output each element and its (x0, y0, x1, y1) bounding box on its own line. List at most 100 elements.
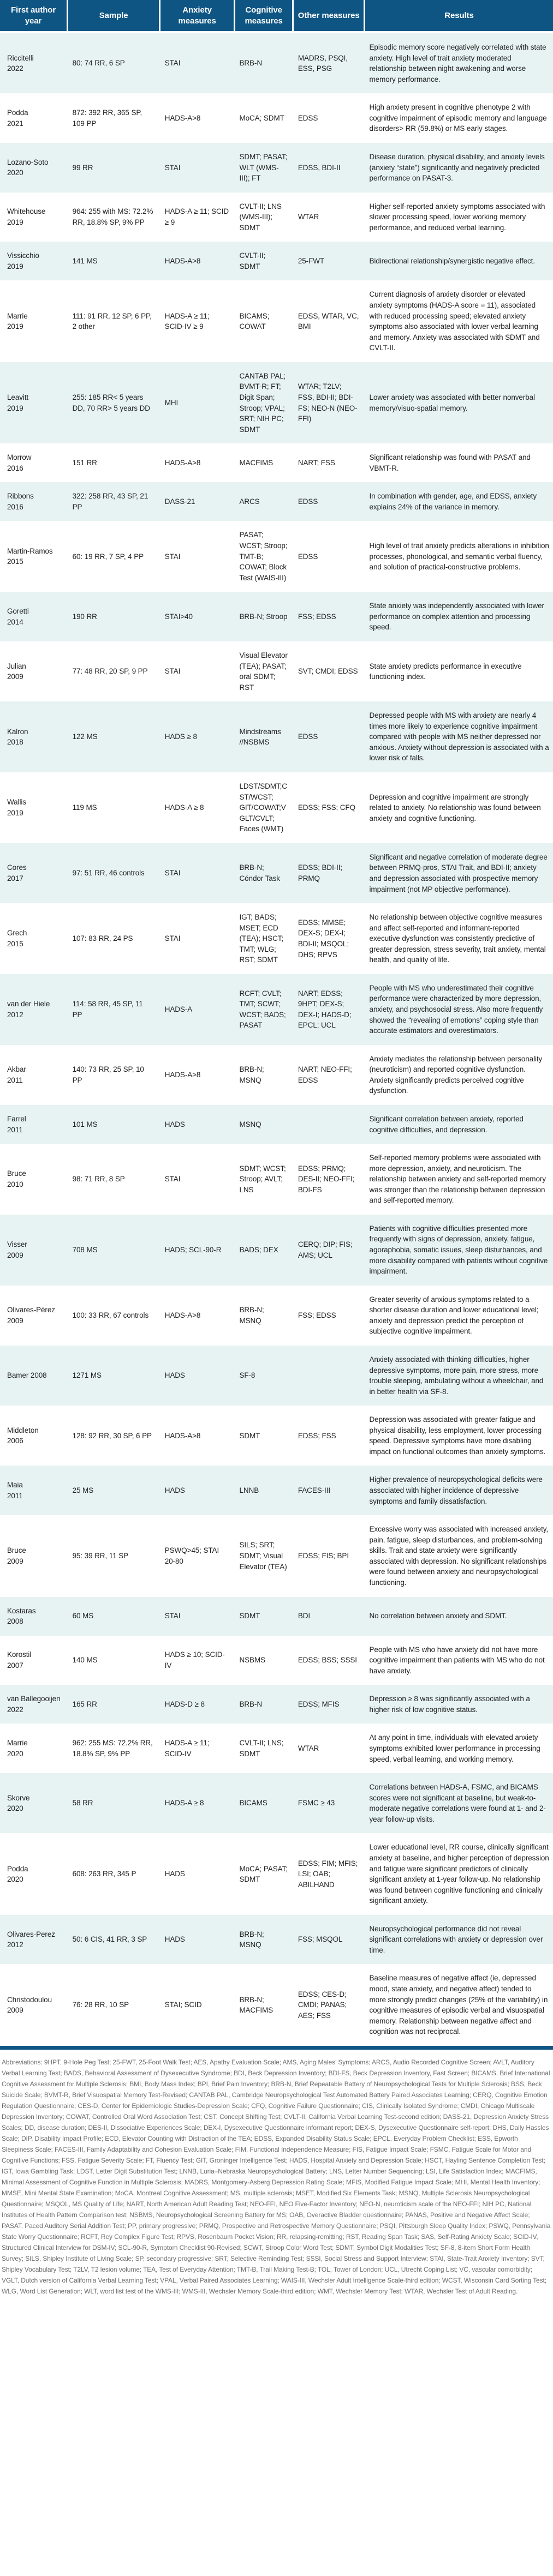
other-measures-cell: 25-FWT (298, 257, 325, 266)
sample-cell: 100: 33 RR, 67 controls (72, 1311, 149, 1320)
sample-cell: 98: 71 RR, 8 SP (72, 1175, 125, 1184)
results-cell: Current diagnosis of anxiety disorder or… (369, 290, 540, 352)
study-row: Olivares-Perez 2012 50: 6 CIS, 41 RR, 3 … (0, 1914, 553, 1965)
author-year-cell: van Ballegooijen 2022 (0, 1685, 68, 1724)
publication-year: 2017 (7, 874, 23, 882)
sample-cell: 255: 185 RR< 5 years DD, 70 RR> 5 years … (72, 393, 150, 412)
other-measures-cell: EDSS (298, 113, 318, 122)
anxiety-measures-cell: DASS-21 (164, 497, 195, 506)
anxiety-measures-cell: STAI (164, 59, 181, 68)
cognitive-measures-cell: BRB-N; MSNQ (239, 1306, 264, 1325)
publication-year: 2011 (7, 1125, 23, 1134)
cognitive-measures-cell: SDMT (239, 1431, 260, 1440)
anxiety-measures-cell: HADS (164, 1870, 185, 1878)
author-year-cell: Visser 2009 (0, 1215, 68, 1286)
other-measures-cell: FSS; EDSS (298, 1311, 336, 1320)
sample-cell: 76: 28 RR, 10 SP (72, 2001, 129, 2009)
results-cell: Neuropsychological performance did not r… (369, 1924, 543, 1954)
study-row: Cores 2017 97: 51 RR, 46 controls STAI B… (0, 843, 553, 904)
sample-cell: 872: 392 RR, 365 SP, 109 PP (72, 109, 142, 128)
author-name: Podda (7, 109, 28, 117)
anxiety-measures-cell: STAI (164, 667, 181, 676)
study-row: Marrie 2019 111: 91 RR, 12 SP, 6 PP, 2 o… (0, 280, 553, 362)
author-year-cell: Bruce 2009 (0, 1515, 68, 1596)
sample-cell: 151 RR (72, 458, 97, 467)
study-row: Farrel 2011 101 MS HADS MSNQ Significant… (0, 1104, 553, 1144)
anxiety-measures-cell: HADS-A (164, 1005, 193, 1013)
cognitive-measures-cell: SILS; SRT; SDMT; Visual Elevator (TEA) (239, 1541, 287, 1571)
author-name: van Ballegooijen (7, 1695, 61, 1703)
results-cell: Baseline measures of negative affect (ie… (369, 1974, 548, 2036)
publication-year: 2021 (7, 119, 23, 128)
author-name: Skorve (7, 1793, 30, 1802)
sample-cell: 99 RR (72, 163, 93, 172)
author-year-cell: Farrel 2011 (0, 1105, 68, 1144)
study-row: Bruce 2009 95: 39 RR, 11 SP PSWQ>45; STA… (0, 1515, 553, 1597)
study-row: Morrow 2016 151 RR HADS-A>8 MACFIMS NART… (0, 443, 553, 483)
other-measures-cell: FSS; EDSS (298, 612, 336, 621)
anxiety-measures-cell: STAI (164, 163, 181, 172)
author-name: Whitehouse (7, 207, 46, 216)
cognitive-measures-cell: BADS; DEX (239, 1246, 278, 1254)
anxiety-measures-cell: STAI (164, 552, 181, 561)
author-name: Morrow (7, 453, 32, 462)
author-name: Marrie (7, 311, 28, 320)
results-cell: Lower educational level, RR course, clin… (369, 1843, 549, 1905)
study-row: Goretti 2014 190 RR STAI>40 BRB-N; Stroo… (0, 592, 553, 641)
sample-cell: 97: 51 RR, 46 controls (72, 869, 145, 878)
author-year-cell: Julian 2009 (0, 641, 68, 701)
other-measures-cell: EDSS; FSS (298, 1431, 336, 1440)
author-name: Bruce (7, 1546, 26, 1555)
anxiety-measures-cell: STAI (164, 1175, 181, 1184)
cognitive-measures-cell: Visual Elevator (TEA); PASAT; oral SDMT;… (239, 651, 288, 692)
other-measures-cell: WTAR; T2LV; FSS, BDI-II; BDI-FS; NEO-N (… (298, 382, 358, 423)
author-name: Akbar (7, 1065, 26, 1074)
author-name: Bruce (7, 1169, 26, 1178)
publication-year: 2020 (7, 1749, 23, 1758)
publication-year: 2009 (7, 672, 23, 681)
column-header-anxiety-measures: Anxiety measures (159, 0, 235, 32)
author-year-cell: Lozano-Soto 2020 (0, 143, 68, 193)
results-cell: People with MS who underestimated their … (369, 983, 543, 1035)
results-cell: Correlations between HADS-A, FSMC, and B… (369, 1783, 546, 1823)
other-measures-cell: EDSS; MFIS (298, 1700, 340, 1709)
author-year-cell: Podda 2020 (0, 1833, 68, 1914)
other-measures-cell: EDSS, WTAR, VC, BMI (298, 311, 359, 331)
column-header-cognitive-measures: Cognitive measures (233, 0, 293, 32)
author-year-cell: Leavitt 2019 (0, 362, 68, 443)
anxiety-measures-cell: HADS ≥ 8 (164, 732, 197, 741)
anxiety-measures-cell: HADS (164, 1935, 185, 1944)
author-name: Maia (7, 1481, 23, 1490)
cognitive-measures-cell: Mindstreams //NSBMS (239, 727, 281, 747)
anxiety-measures-cell: HADS-D ≥ 8 (164, 1700, 205, 1709)
cognitive-measures-cell: SDMT; WCST; Stroop; AVLT; LNS (239, 1164, 286, 1194)
author-year-cell: Skorve 2020 (0, 1773, 68, 1833)
study-row: Bamer 2008 1271 MS HADS SF-8 Anxiety ass… (0, 1345, 553, 1406)
results-cell: Self-reported memory problems were assoc… (369, 1154, 546, 1205)
publication-year: 2022 (7, 1705, 23, 1714)
study-row: Marrie 2020 962: 255 MS: 72.2% RR, 18.8%… (0, 1724, 553, 1774)
cognitive-measures-cell: NSBMS (239, 1656, 265, 1665)
author-year-cell: Kostaras 2008 (0, 1597, 68, 1636)
studies-table: First author year Sample Anxiety measure… (0, 0, 553, 2036)
anxiety-measures-cell: HADS-A ≥ 11; SCID-IV (164, 1739, 210, 1758)
author-year-cell: Morrow 2016 (0, 443, 68, 482)
publication-year: 2020 (7, 1875, 23, 1884)
cognitive-measures-cell: SDMT; PASAT; WLT (WMS-III); FT (239, 152, 288, 183)
anxiety-measures-cell: HADS ≥ 10; SCID-IV (164, 1650, 225, 1670)
results-cell: Depression and cognitive impairment are … (369, 792, 541, 822)
study-row: Middleton 2006 128: 92 RR, 30 SP, 6 PP H… (0, 1406, 553, 1466)
anxiety-measures-cell: MHI (164, 398, 179, 407)
author-year-cell: Middleton 2006 (0, 1406, 68, 1466)
sample-cell: 60 MS (72, 1612, 94, 1620)
study-row: Riccitelli 2022 80: 74 RR, 6 SP STAI BRB… (0, 32, 553, 94)
sample-cell: 964: 255 with MS: 72.2% RR, 18.8% SP, 9%… (72, 207, 153, 226)
cognitive-measures-cell: BRB-N; MACFIMS (239, 1995, 273, 2015)
publication-year: 2009 (7, 1557, 23, 1565)
study-row: Maia 2011 25 MS HADS LNNB FACES-III High… (0, 1466, 553, 1516)
results-cell: High anxiety present in cognitive phenot… (369, 103, 547, 133)
author-name: Vissicchio (7, 251, 39, 260)
publication-year: 2015 (7, 939, 23, 948)
other-measures-cell (293, 1346, 365, 1406)
anxiety-measures-cell: HADS-A>8 (164, 1431, 201, 1440)
